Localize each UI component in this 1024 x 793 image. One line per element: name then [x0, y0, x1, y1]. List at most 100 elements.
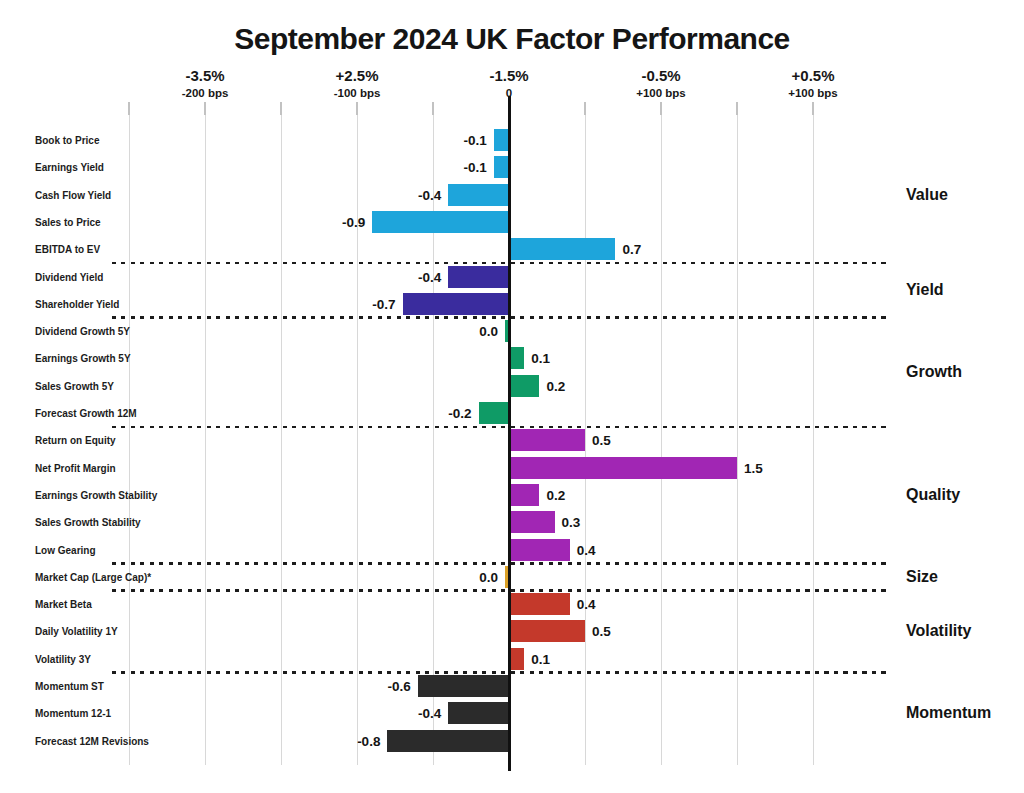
axis-percent-label: -1.5% — [489, 68, 528, 84]
factor-label: Momentum ST — [35, 681, 104, 692]
bar-value-label: -0.4 — [418, 269, 441, 284]
axis-bps-label: -200 bps — [182, 87, 229, 100]
factor-label: Book to Price — [35, 135, 99, 146]
factor-label: Dividend Yield — [35, 271, 103, 282]
factor-bar — [372, 211, 509, 233]
gridline — [129, 115, 130, 765]
factor-bar — [509, 648, 524, 670]
factor-label: Earnings Growth Stability — [35, 489, 157, 500]
factor-bar — [448, 266, 509, 288]
tick-mark — [812, 102, 814, 115]
factor-label: Forecast Growth 12M — [35, 408, 137, 419]
bar-value-label: 0.4 — [577, 542, 596, 557]
bar-value-label: 0.4 — [577, 597, 596, 612]
factor-label: Sales Growth Stability — [35, 517, 141, 528]
factor-label: Return on Equity — [35, 435, 116, 446]
bar-value-label: -0.4 — [418, 706, 441, 721]
gridline — [585, 115, 586, 765]
factor-label: Market Cap (Large Cap)* — [35, 571, 151, 582]
factor-bar — [418, 675, 509, 697]
factor-label: Forecast 12M Revisions — [35, 735, 149, 746]
bar-value-label: 0.5 — [592, 624, 611, 639]
bar-value-label: -0.7 — [372, 296, 395, 311]
bar-value-label: 0.7 — [622, 242, 641, 257]
axis-percent-label: +2.5% — [334, 68, 381, 84]
category-label-growth: Growth — [906, 363, 962, 381]
factor-bar — [509, 375, 539, 397]
gridline — [813, 115, 814, 765]
tick-mark — [736, 102, 738, 115]
factor-label: Net Profit Margin — [35, 462, 116, 473]
gridline — [281, 115, 282, 765]
factor-label: Momentum 12-1 — [35, 708, 111, 719]
bar-value-label: -0.1 — [464, 160, 487, 175]
tick-mark — [280, 102, 282, 115]
factor-label: Earnings Yield — [35, 162, 104, 173]
bar-value-label: 0.0 — [479, 569, 498, 584]
zero-axis-line — [508, 96, 511, 771]
category-label-size: Size — [906, 568, 938, 586]
factor-label: Daily Volatility 1Y — [35, 626, 118, 637]
factor-bar — [494, 156, 509, 178]
axis-percent-label: +0.5% — [788, 68, 838, 84]
axis-tick-label: +0.5%+100 bps — [788, 68, 838, 100]
factor-bar — [448, 702, 509, 724]
category-label-value: Value — [906, 186, 948, 204]
bar-value-label: 1.5 — [744, 460, 763, 475]
axis-tick-label: -3.5% -200 bps — [182, 68, 229, 100]
factor-label: Sales to Price — [35, 216, 101, 227]
factor-label: Market Beta — [35, 599, 92, 610]
factor-bar — [509, 484, 539, 506]
tick-mark — [584, 102, 586, 115]
gridline — [205, 115, 206, 765]
group-separator — [112, 316, 888, 319]
tick-mark — [660, 102, 662, 115]
factor-bar — [509, 347, 524, 369]
bar-value-label: 0.2 — [546, 378, 565, 393]
group-separator — [112, 562, 888, 565]
gridline — [357, 115, 358, 765]
bar-value-label: 0.2 — [546, 487, 565, 502]
category-label-yield: Yield — [906, 281, 944, 299]
gridline — [661, 115, 662, 765]
group-separator — [112, 589, 888, 592]
bar-value-label: 0.0 — [479, 324, 498, 339]
factor-bar — [509, 238, 615, 260]
axis-percent-label: -3.5% — [182, 68, 229, 84]
factor-label: Earnings Growth 5Y — [35, 353, 131, 364]
factor-label: Shareholder Yield — [35, 298, 119, 309]
axis-bps-label: +100 bps — [636, 87, 686, 100]
factor-bar — [509, 511, 555, 533]
factor-label: Dividend Growth 5Y — [35, 326, 130, 337]
factor-bar — [509, 539, 570, 561]
factor-label: Low Gearing — [35, 544, 96, 555]
factor-bar — [509, 457, 737, 479]
group-separator — [112, 671, 888, 674]
tick-mark — [432, 102, 434, 115]
axis-tick-label: +2.5% -100 bps — [334, 68, 381, 100]
factor-performance-chart: September 2024 UK Factor Performance -3.… — [0, 0, 1024, 793]
bar-value-label: -0.1 — [464, 133, 487, 148]
factor-bar — [479, 402, 509, 424]
tick-mark — [356, 102, 358, 115]
factor-bar — [403, 293, 509, 315]
group-separator — [112, 426, 888, 429]
axis-bps-label: -100 bps — [334, 87, 381, 100]
factor-bar — [509, 593, 570, 615]
category-label-volatility: Volatility — [906, 622, 972, 640]
bar-value-label: -0.4 — [418, 187, 441, 202]
factor-label: Sales Growth 5Y — [35, 380, 114, 391]
bar-value-label: 0.1 — [531, 651, 550, 666]
tick-mark — [204, 102, 206, 115]
factor-label: Cash Flow Yield — [35, 189, 111, 200]
factor-bar — [494, 129, 509, 151]
bar-value-label: -0.6 — [388, 679, 411, 694]
bar-value-label: -0.9 — [342, 214, 365, 229]
group-separator — [112, 262, 888, 265]
chart-title: September 2024 UK Factor Performance — [0, 22, 1024, 56]
bar-value-label: 0.5 — [592, 433, 611, 448]
bar-value-label: -0.8 — [357, 733, 380, 748]
bar-value-label: 0.1 — [531, 351, 550, 366]
bar-value-label: 0.3 — [562, 515, 581, 530]
factor-bar — [509, 620, 585, 642]
